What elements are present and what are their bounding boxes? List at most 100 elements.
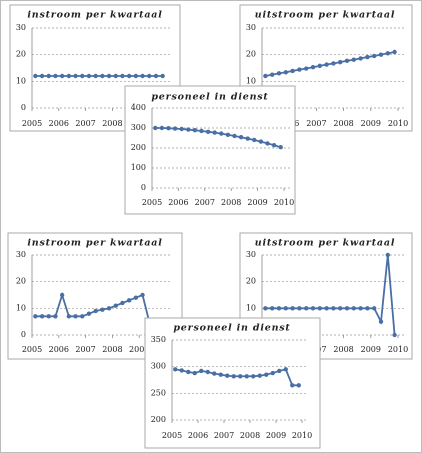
y-tick-label: 400 <box>131 103 146 112</box>
data-point <box>93 73 98 79</box>
data-point <box>270 306 275 311</box>
data-point <box>270 72 275 77</box>
data-point <box>113 303 118 308</box>
data-point <box>385 252 390 258</box>
data-point <box>297 67 302 72</box>
data-point <box>331 61 336 66</box>
data-point <box>86 311 92 316</box>
data-point <box>33 314 38 319</box>
data-point <box>186 127 191 132</box>
data-point <box>225 373 230 378</box>
data-point <box>205 369 210 375</box>
data-point <box>270 370 275 376</box>
data-point <box>153 125 158 131</box>
data-point <box>358 56 363 61</box>
data-point <box>276 306 282 311</box>
data-point <box>310 65 316 70</box>
y-tick-label: 20 <box>16 277 26 286</box>
data-point <box>238 374 243 379</box>
data-point <box>296 383 301 388</box>
x-tick-label: 2006 <box>49 345 69 354</box>
data-point <box>166 126 171 131</box>
data-point <box>39 314 45 319</box>
data-point <box>372 306 377 311</box>
data-point <box>205 129 211 134</box>
data-point <box>338 306 343 311</box>
data-point <box>344 58 350 63</box>
y-tick-label: 20 <box>246 50 256 59</box>
y-tick-label: 20 <box>16 50 26 59</box>
data-point <box>324 62 329 67</box>
x-tick-label: 2006 <box>188 431 208 440</box>
x-tick-label: 2005 <box>22 119 42 128</box>
data-point <box>232 133 237 139</box>
y-tick-label: 0 <box>141 183 146 192</box>
data-point <box>257 373 262 378</box>
data-point <box>283 70 288 75</box>
data-point <box>140 73 145 79</box>
data-point <box>126 73 132 79</box>
y-tick-label: 350 <box>151 335 166 344</box>
data-point <box>372 53 377 59</box>
data-point <box>392 49 397 55</box>
data-point <box>173 367 178 372</box>
chart-title: personeel in dienst <box>151 92 268 103</box>
data-point <box>73 73 78 79</box>
data-point <box>277 368 282 374</box>
data-point <box>120 73 125 79</box>
y-tick-label: 100 <box>131 163 146 172</box>
x-tick-label: 2008 <box>221 198 241 207</box>
x-tick-label: 2008 <box>333 345 353 354</box>
x-tick-label: 2009 <box>129 345 149 354</box>
data-point <box>331 306 336 311</box>
data-point <box>283 367 288 372</box>
chart-title: personeel in dienst <box>173 323 290 334</box>
data-point <box>126 298 132 303</box>
chart-panel: instroom per kwartaal 0 10 20 30 2005 2006 2007… <box>9 4 181 132</box>
y-tick-label: 200 <box>131 143 146 152</box>
data-point <box>378 52 384 57</box>
data-point <box>46 73 51 79</box>
x-tick-label: 2010 <box>388 345 408 354</box>
data-point <box>271 143 277 148</box>
data-point <box>251 374 256 379</box>
data-point <box>186 369 191 375</box>
data-point <box>385 51 390 56</box>
data-point <box>212 371 217 376</box>
data-point <box>140 292 145 298</box>
data-point <box>304 66 309 71</box>
data-point <box>39 73 45 79</box>
data-point <box>66 73 72 79</box>
data-point <box>46 314 51 319</box>
data-point <box>179 368 184 373</box>
x-tick-label: 2008 <box>102 119 122 128</box>
y-tick-label: 300 <box>151 362 166 371</box>
y-tick-label: 10 <box>16 76 26 85</box>
data-point <box>310 306 316 311</box>
y-tick-label: 30 <box>16 23 26 32</box>
data-point <box>218 372 223 377</box>
data-point <box>225 132 231 137</box>
data-point <box>317 306 322 311</box>
x-tick-label: 2010 <box>388 119 408 128</box>
x-tick-label: 2009 <box>247 198 267 207</box>
x-tick-label: 2005 <box>162 431 182 440</box>
data-point <box>238 135 244 140</box>
data-point <box>172 126 178 131</box>
data-point <box>113 73 118 79</box>
data-point <box>265 141 270 146</box>
x-tick-label: 2009 <box>361 345 381 354</box>
chart-title: instroom per kwartaal <box>27 238 162 249</box>
y-tick-label: 10 <box>16 303 26 312</box>
data-point <box>199 128 204 134</box>
data-point <box>297 306 302 311</box>
data-point <box>66 314 72 319</box>
data-point <box>344 306 350 311</box>
data-point <box>33 73 38 79</box>
data-point <box>53 314 58 319</box>
x-tick-label: 2009 <box>266 431 286 440</box>
x-tick-label: 2007 <box>75 345 95 354</box>
data-point <box>192 128 198 133</box>
data-point <box>100 73 105 79</box>
x-tick-label: 2009 <box>361 119 381 128</box>
